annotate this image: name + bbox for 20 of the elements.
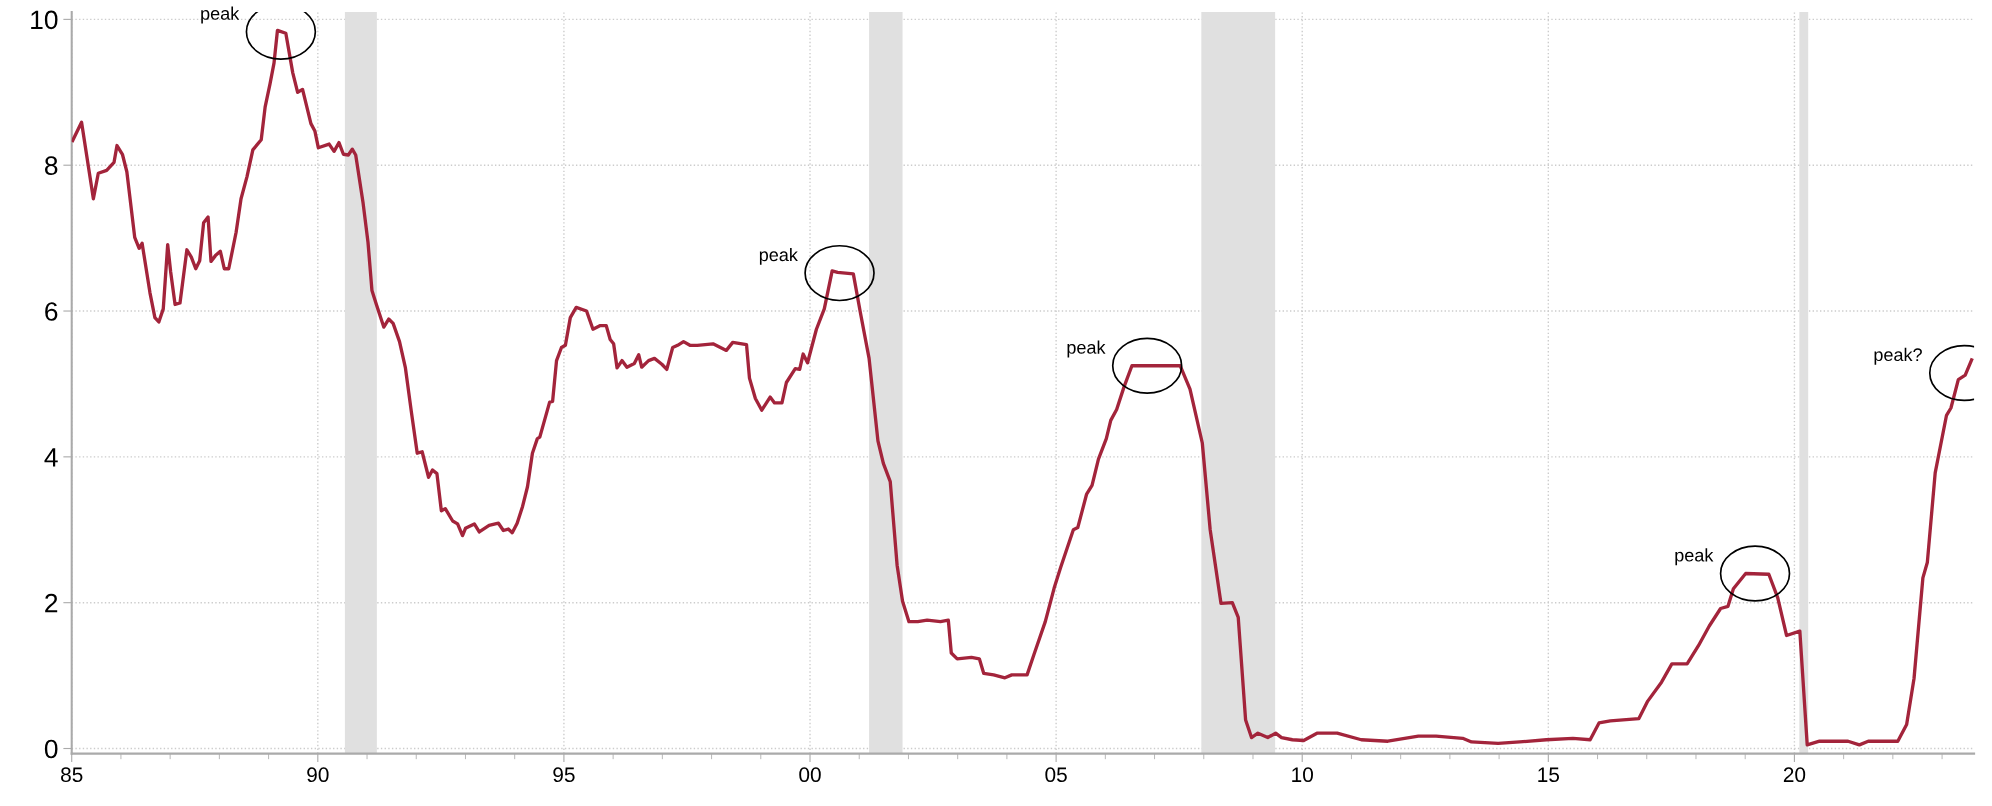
y-tick-label: 10 — [31, 10, 58, 30]
x-tick-label: 85 — [61, 767, 83, 783]
x-tick-label: 90 — [307, 767, 329, 783]
annotation: peak? — [1874, 347, 1922, 365]
x-tick-label: 15 — [1538, 767, 1560, 783]
y-tick-label: 4 — [44, 448, 58, 467]
annotation: peak — [1675, 548, 1714, 566]
annotation: peak — [759, 247, 798, 265]
x-tick-label: 00 — [799, 767, 821, 783]
x-tick-label: 10 — [1292, 767, 1313, 783]
x-tick-label: 95 — [553, 767, 575, 783]
annotation: peak — [1067, 340, 1106, 358]
y-tick-label: 0 — [44, 739, 58, 759]
x-tick-label: 05 — [1045, 767, 1067, 783]
annotation: peak — [201, 6, 240, 24]
y-tick-label: 2 — [45, 593, 58, 613]
y-tick-label: 8 — [44, 156, 58, 176]
y-tick-label: 6 — [45, 302, 58, 321]
line-series — [71, 28, 1974, 747]
x-tick-label: 20 — [1783, 767, 1806, 783]
